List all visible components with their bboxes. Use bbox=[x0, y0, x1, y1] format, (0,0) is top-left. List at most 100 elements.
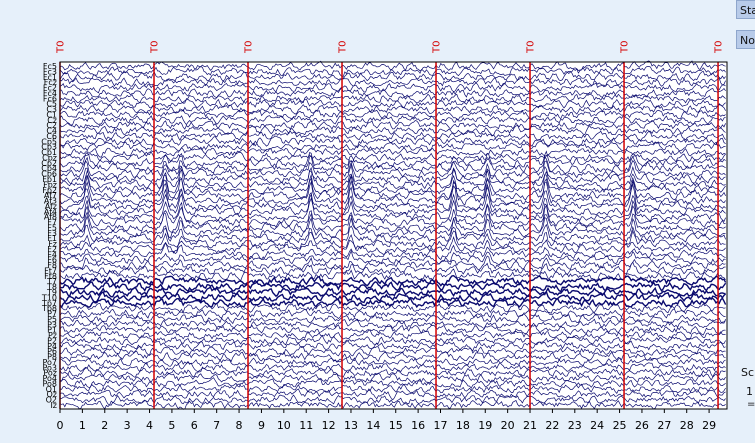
channel-trace bbox=[59, 388, 726, 401]
time-tick-label: 18 bbox=[456, 419, 470, 432]
channel-trace bbox=[59, 130, 726, 142]
channel-label: P5 bbox=[47, 315, 57, 324]
channel-trace bbox=[59, 324, 726, 336]
channel-trace bbox=[59, 192, 726, 216]
channel-label: O2 bbox=[46, 396, 57, 405]
channel-label: F8 bbox=[47, 261, 57, 270]
channel-label: P2 bbox=[47, 336, 57, 345]
channel-trace bbox=[59, 214, 726, 239]
channel-trace bbox=[59, 377, 726, 389]
time-tick-label: 13 bbox=[344, 419, 358, 432]
next-button[interactable]: No bbox=[736, 30, 755, 49]
channel-label: T10 bbox=[41, 293, 57, 302]
eeg-traces bbox=[59, 60, 727, 410]
time-tick-label: 24 bbox=[590, 419, 604, 432]
channel-label: F7 bbox=[47, 218, 57, 227]
channel-label: Fp2 bbox=[42, 186, 57, 195]
time-tick-label: 27 bbox=[657, 419, 671, 432]
channel-trace bbox=[59, 400, 726, 410]
time-tick-label: 8 bbox=[236, 419, 243, 432]
event-label: T0 bbox=[526, 41, 537, 54]
channel-label: Po3 bbox=[42, 363, 57, 372]
event-label: T0 bbox=[432, 41, 443, 54]
channel-label: P1 bbox=[47, 326, 57, 335]
channel-label: Fc6 bbox=[43, 94, 57, 103]
event-label: T0 bbox=[714, 41, 725, 54]
event-label: T0 bbox=[150, 41, 161, 54]
channel-label: P8 bbox=[47, 353, 57, 362]
channel-trace bbox=[59, 135, 726, 147]
scale-value: 1 bbox=[746, 385, 753, 398]
channel-trace bbox=[59, 318, 726, 330]
channel-label: Ft8 bbox=[44, 272, 57, 281]
start-button[interactable]: Sta bbox=[736, 0, 755, 19]
channel-label: F4 bbox=[47, 250, 57, 259]
channel-label: Po7 bbox=[42, 358, 57, 367]
time-tick-label: 16 bbox=[411, 419, 425, 432]
channel-trace bbox=[59, 141, 726, 152]
channel-label: Iz bbox=[50, 401, 57, 410]
channel-label: P6 bbox=[47, 347, 57, 356]
channel-trace bbox=[59, 98, 726, 109]
channel-label: C6 bbox=[46, 132, 57, 141]
channel-trace bbox=[59, 150, 726, 169]
plot-frame bbox=[59, 61, 728, 410]
channel-label: Af8 bbox=[44, 213, 57, 222]
channel-trace bbox=[59, 313, 726, 325]
channel-label: Fp1 bbox=[42, 175, 57, 184]
channel-trace bbox=[59, 147, 726, 158]
channel-trace bbox=[59, 296, 727, 309]
channel-label: Tp8 bbox=[41, 304, 57, 313]
channel-label: Oz bbox=[47, 390, 58, 399]
channel-trace bbox=[59, 236, 726, 255]
time-tick-label: 17 bbox=[434, 419, 448, 432]
channel-trace bbox=[59, 335, 726, 346]
channel-label: F5 bbox=[47, 223, 57, 232]
channel-trace bbox=[59, 65, 726, 78]
channel-label: Af7 bbox=[44, 191, 57, 200]
channel-trace bbox=[59, 109, 726, 121]
channel-trace bbox=[59, 168, 726, 191]
time-tick-label: 2 bbox=[101, 419, 108, 432]
channel-trace bbox=[59, 351, 726, 363]
time-tick-label: 22 bbox=[545, 419, 559, 432]
channel-trace bbox=[59, 151, 726, 164]
channel-label: C1 bbox=[46, 110, 57, 119]
time-tick-label: 4 bbox=[146, 419, 153, 432]
event-label: T0 bbox=[338, 41, 349, 54]
channel-label: Cp1 bbox=[41, 148, 57, 157]
time-tick-label: 5 bbox=[168, 419, 175, 432]
channel-trace bbox=[59, 223, 726, 244]
channel-label: Fc1 bbox=[43, 73, 57, 82]
channel-trace bbox=[59, 70, 726, 82]
channel-label: Cz bbox=[47, 116, 57, 125]
channel-label: T8 bbox=[46, 283, 57, 292]
channel-trace bbox=[59, 211, 726, 233]
channel-trace bbox=[60, 302, 726, 314]
channel-label: Cp4 bbox=[41, 164, 57, 173]
channel-label: F6 bbox=[47, 256, 57, 265]
channel-trace bbox=[59, 356, 726, 367]
channel-label: P3 bbox=[47, 320, 57, 329]
time-tick-label: 28 bbox=[680, 419, 694, 432]
time-tick-label: 11 bbox=[299, 419, 313, 432]
channel-labels: Fc5Fc3Fc1FczFc2Fc4Fc6C5C3C1CzC2C4C6Cp5Cp… bbox=[41, 62, 57, 410]
channel-label: Afz bbox=[45, 202, 57, 211]
time-tick-label: 14 bbox=[366, 419, 380, 432]
channel-label: Cp6 bbox=[41, 170, 57, 179]
channel-label: Ft7 bbox=[44, 266, 57, 275]
channel-trace bbox=[59, 361, 726, 373]
channel-label: Af4 bbox=[44, 207, 57, 216]
channel-trace bbox=[59, 104, 726, 115]
channel-trace bbox=[59, 372, 726, 384]
channel-trace bbox=[59, 163, 726, 185]
event-label: T0 bbox=[620, 41, 631, 54]
channel-label: Af3 bbox=[44, 197, 57, 206]
channel-label: T7 bbox=[46, 277, 57, 286]
channel-label: Fc5 bbox=[43, 62, 57, 71]
time-tick-label: 1 bbox=[79, 419, 86, 432]
event-label: T0 bbox=[244, 41, 255, 54]
time-tick-label: 9 bbox=[258, 419, 265, 432]
channel-trace bbox=[59, 281, 727, 293]
channel-label: Cpz bbox=[42, 153, 57, 162]
